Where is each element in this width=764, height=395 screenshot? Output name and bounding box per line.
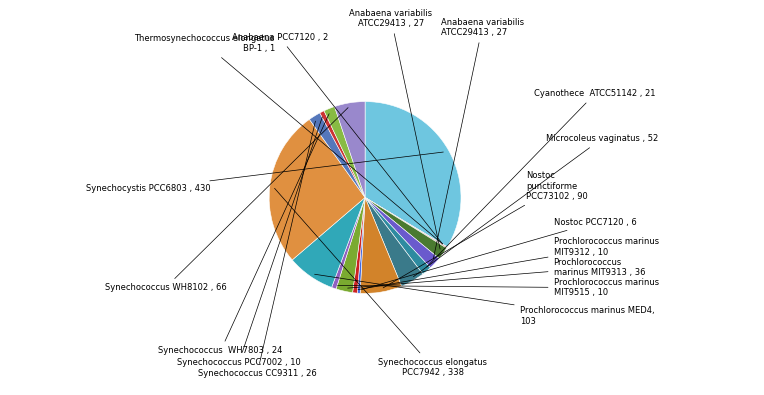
Wedge shape [365,102,461,247]
Text: Nostoc PCC7120 , 6: Nostoc PCC7120 , 6 [361,218,636,290]
Text: Synechococcus elongatus
PCC7942 , 338: Synechococcus elongatus PCC7942 , 338 [274,188,487,377]
Wedge shape [365,198,447,248]
Wedge shape [365,198,422,286]
Text: Synechocystis PCC6803 , 430: Synechocystis PCC6803 , 430 [86,152,443,193]
Wedge shape [309,113,365,198]
Text: Synechococcus WH8102 , 66: Synechococcus WH8102 , 66 [105,107,348,292]
Text: Prochlorococcus marinus
MIT9312 , 10: Prochlorococcus marinus MIT9312 , 10 [358,237,659,290]
Wedge shape [335,102,365,198]
Wedge shape [365,198,439,268]
Wedge shape [336,198,365,293]
Text: Synechococcus CC9311 , 26: Synechococcus CC9311 , 26 [198,121,316,378]
Text: Anabaena variabilis
ATCC29413 , 27: Anabaena variabilis ATCC29413 , 27 [433,18,524,259]
Wedge shape [269,119,365,260]
Text: Cyanothece  ATCC51142 , 21: Cyanothece ATCC51142 , 21 [427,89,656,267]
Text: Anabaena variabilis
ATCC29413 , 27: Anabaena variabilis ATCC29413 , 27 [349,9,440,249]
Wedge shape [332,198,365,289]
Wedge shape [358,198,365,293]
Wedge shape [360,198,402,293]
Text: Synechococcus PCC7002 , 10: Synechococcus PCC7002 , 10 [177,117,322,367]
Text: Nostoc
punctiforme
PCC73102 , 90: Nostoc punctiforme PCC73102 , 90 [384,171,588,288]
Wedge shape [320,111,365,198]
Text: Anabaena PCC7120 , 2: Anabaena PCC7120 , 2 [231,33,442,244]
Text: Prochlorococcus marinus MED4,
103: Prochlorococcus marinus MED4, 103 [315,274,654,326]
Text: Thermosynechococcus elongatus
BP-1 , 1: Thermosynechococcus elongatus BP-1 , 1 [134,34,442,244]
Text: Prochlorococcus
marinus MIT9313 , 36: Prochlorococcus marinus MIT9313 , 36 [348,258,645,288]
Wedge shape [324,107,365,198]
Wedge shape [353,198,365,293]
Text: Microcoleus vaginatus , 52: Microcoleus vaginatus , 52 [413,134,658,276]
Text: Prochlorococcus marinus
MIT9515 , 10: Prochlorococcus marinus MIT9515 , 10 [338,278,659,297]
Wedge shape [365,198,446,258]
Text: Synechococcus  WH7803 , 24: Synechococcus WH7803 , 24 [158,114,329,356]
Wedge shape [365,198,430,274]
Wedge shape [365,198,447,247]
Wedge shape [293,198,365,288]
